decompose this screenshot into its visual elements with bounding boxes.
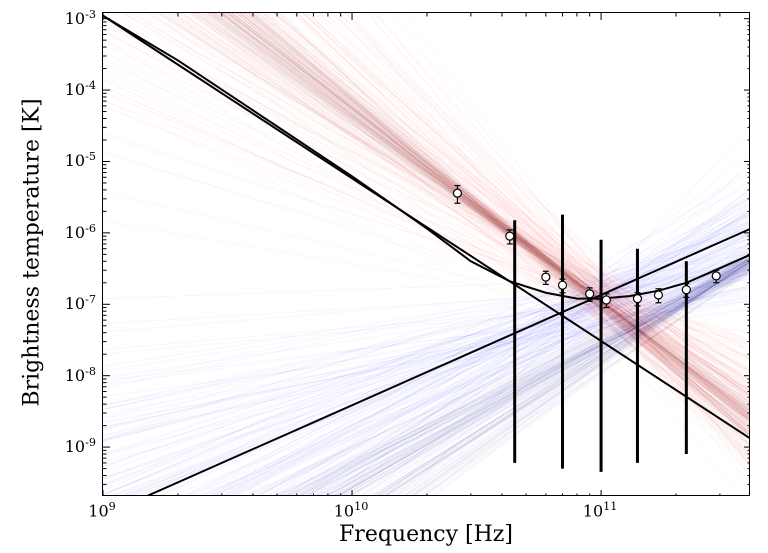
x-axis-label: Frequency [Hz] <box>102 522 750 547</box>
plot-area <box>102 12 750 496</box>
x-tick-label: 1010 <box>334 500 369 520</box>
x-tick-label: 1011 <box>583 500 618 520</box>
y-tick-label: 10-7 <box>50 293 96 313</box>
y-tick-label: 10-9 <box>50 436 96 456</box>
y-tick-label: 10-3 <box>50 7 96 27</box>
figure: Frequency [Hz] Brightness temperature [K… <box>0 0 768 553</box>
x-tick-label: 109 <box>88 500 115 520</box>
y-tick-label: 10-6 <box>50 222 96 242</box>
y-tick-label: 10-4 <box>50 79 96 99</box>
y-tick-label: 10-8 <box>50 365 96 385</box>
y-tick-label: 10-5 <box>50 150 96 170</box>
plot-canvas <box>103 13 750 496</box>
y-axis-label: Brightness temperature [K] <box>20 11 45 495</box>
